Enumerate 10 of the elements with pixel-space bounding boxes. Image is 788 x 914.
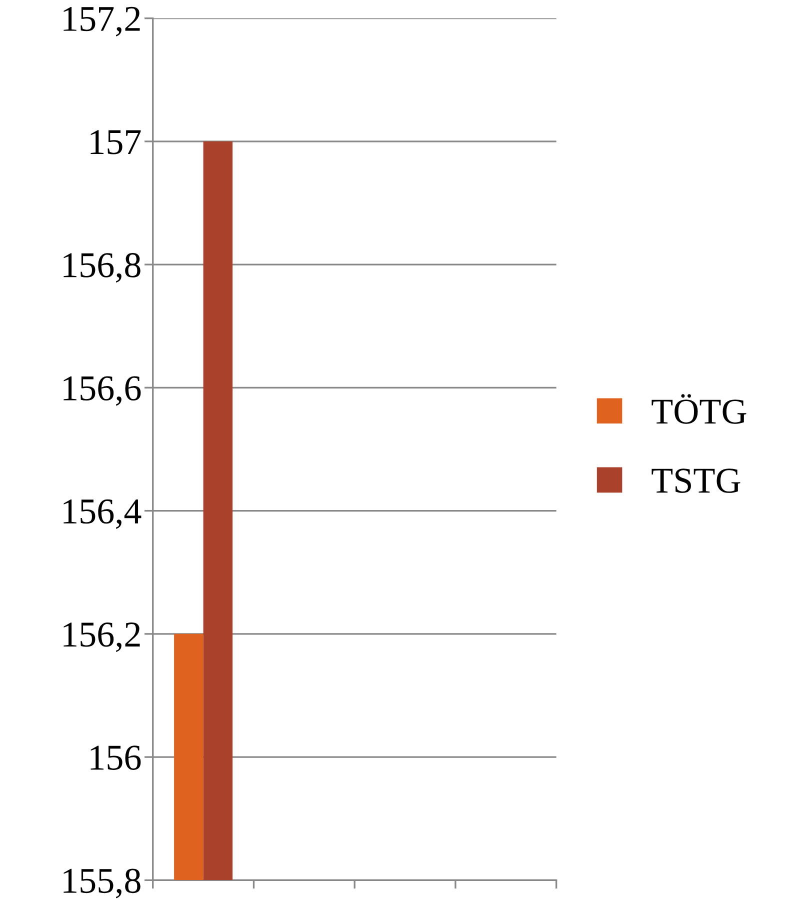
- y-tick-label: 156,8: [64, 253, 140, 283]
- legend-label: TÖTG: [652, 394, 746, 424]
- y-tick-label: 157,2: [64, 6, 140, 36]
- y-tick-label: 156,6: [64, 376, 141, 406]
- y-tick-label: 156,4: [64, 499, 142, 529]
- y-tick-label: 156,2: [64, 622, 140, 652]
- legend-label: TSTG: [652, 468, 740, 493]
- y-tick-label: 156: [90, 746, 141, 770]
- y-tick-label: 157: [90, 130, 141, 154]
- y-tick-label: 155,8: [64, 868, 140, 898]
